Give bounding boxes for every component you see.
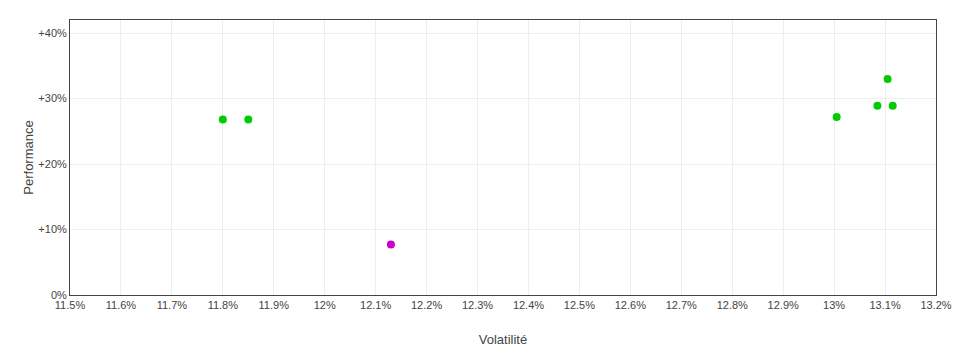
svg-text:12.6%: 12.6% <box>615 299 646 311</box>
svg-text:12.9%: 12.9% <box>768 299 799 311</box>
svg-text:12%: 12% <box>314 299 336 311</box>
svg-text:11.8%: 11.8% <box>208 299 239 311</box>
svg-text:Performance: Performance <box>21 120 36 194</box>
svg-text:12.8%: 12.8% <box>717 299 748 311</box>
svg-text:11.9%: 11.9% <box>259 299 290 311</box>
svg-text:13%: 13% <box>823 299 845 311</box>
svg-text:13.1%: 13.1% <box>869 299 900 311</box>
svg-text:Volatilité: Volatilité <box>479 332 527 347</box>
svg-text:0%: 0% <box>51 289 67 301</box>
svg-text:+10%: +10% <box>38 223 67 235</box>
svg-text:12.7%: 12.7% <box>666 299 697 311</box>
svg-text:+40%: +40% <box>38 27 67 39</box>
svg-text:12.2%: 12.2% <box>411 299 442 311</box>
svg-text:12.1%: 12.1% <box>360 299 391 311</box>
svg-text:12.4%: 12.4% <box>513 299 544 311</box>
svg-text:11.5%: 11.5% <box>55 299 86 311</box>
svg-text:11.7%: 11.7% <box>157 299 188 311</box>
svg-text:+20%: +20% <box>38 158 67 170</box>
svg-text:13.2%: 13.2% <box>920 299 951 311</box>
svg-text:12.5%: 12.5% <box>564 299 595 311</box>
svg-text:+30%: +30% <box>38 92 67 104</box>
svg-text:11.6%: 11.6% <box>106 299 137 311</box>
svg-text:12.3%: 12.3% <box>462 299 493 311</box>
